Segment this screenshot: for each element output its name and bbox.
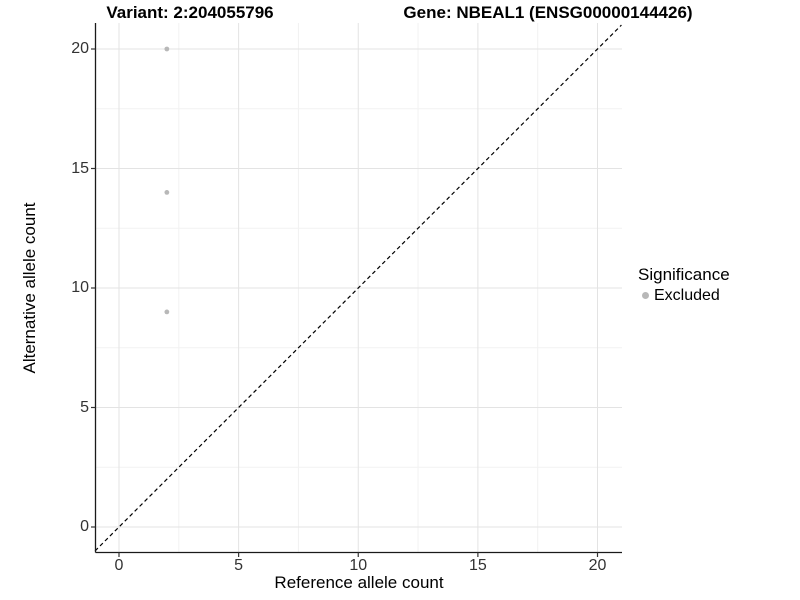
- y-tick-label: 5: [80, 398, 89, 416]
- x-tick-label: 15: [468, 557, 487, 574]
- data-point: [164, 46, 170, 52]
- legend-items: Excluded: [638, 286, 730, 305]
- y-axis-title: Alternative allele count: [20, 202, 39, 374]
- data-point: [164, 309, 170, 315]
- y-tick-label: 10: [71, 279, 89, 296]
- y-tick-label: 20: [71, 40, 89, 57]
- legend-point-icon: [642, 292, 649, 299]
- variant-title: Variant: 2:204055796: [106, 3, 274, 22]
- x-tick-label: 10: [349, 557, 368, 574]
- identity-reference-line: [94, 24, 622, 552]
- y-tick-label: 0: [80, 518, 89, 535]
- y-tick-label: 15: [71, 159, 89, 177]
- x-tick-label: 5: [234, 557, 244, 574]
- gene-title: Gene: NBEAL1 (ENSG00000144426): [403, 3, 693, 22]
- legend: Significance Excluded: [638, 265, 730, 305]
- legend-title: Significance: [638, 265, 730, 284]
- x-tick-label: 0: [114, 557, 124, 574]
- x-axis-title: Reference allele count: [274, 573, 444, 592]
- data-point: [164, 190, 170, 195]
- legend-item: Excluded: [638, 286, 730, 305]
- x-tick-label: 20: [588, 557, 607, 574]
- legend-item-label: Excluded: [654, 287, 720, 304]
